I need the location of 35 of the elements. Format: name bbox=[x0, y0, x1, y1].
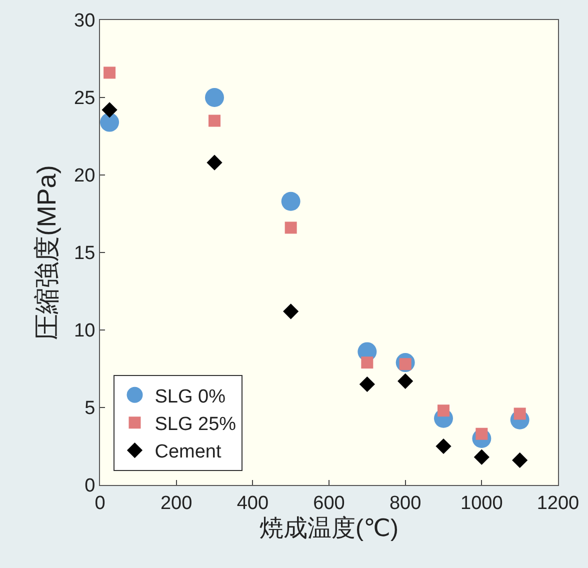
y-tick-label: 25 bbox=[74, 88, 96, 110]
y-tick-label: 20 bbox=[74, 166, 96, 187]
point bbox=[398, 373, 414, 389]
point bbox=[359, 376, 375, 392]
legend-label: SLG 0% bbox=[154, 386, 226, 408]
point bbox=[284, 222, 297, 234]
y-axis-title: 圧縮強度(MPa) bbox=[31, 165, 62, 340]
point bbox=[514, 408, 526, 420]
point bbox=[281, 192, 300, 211]
x-tick-label: 200 bbox=[160, 492, 192, 514]
point bbox=[361, 356, 374, 369]
y-tick-label: 5 bbox=[84, 398, 96, 420]
x-tick-label: 400 bbox=[236, 492, 269, 514]
x-tick-label: 800 bbox=[389, 492, 422, 514]
x-axis-title: 焼成温度(℃) bbox=[260, 515, 398, 542]
x-tick-label: 600 bbox=[313, 492, 345, 514]
y-tick-label: 10 bbox=[74, 320, 96, 342]
point bbox=[436, 438, 452, 454]
point bbox=[100, 112, 120, 132]
point bbox=[283, 304, 299, 320]
point bbox=[206, 154, 222, 170]
point bbox=[208, 114, 220, 127]
point bbox=[205, 88, 224, 107]
point bbox=[474, 449, 490, 465]
x-tick-label: 1000 bbox=[460, 492, 503, 514]
legend-label: Cement bbox=[154, 442, 222, 463]
y-tick-label: 30 bbox=[74, 10, 96, 32]
legend-label: SLG 25% bbox=[154, 414, 236, 436]
y-tick-label: 15 bbox=[74, 243, 96, 264]
point bbox=[104, 66, 116, 79]
y-tick-label: 0 bbox=[84, 476, 96, 497]
point bbox=[102, 102, 118, 118]
point bbox=[438, 404, 450, 417]
point bbox=[512, 452, 528, 468]
x-tick-label: 1200 bbox=[536, 492, 580, 514]
